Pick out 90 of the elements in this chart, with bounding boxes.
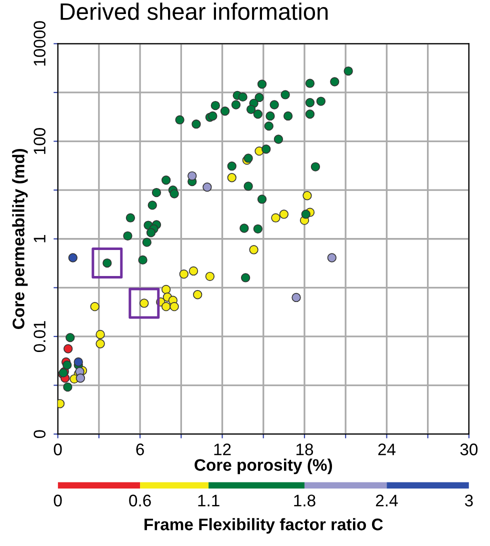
point <box>220 106 230 116</box>
x-tick-label: 24 <box>378 444 396 456</box>
point <box>262 144 271 154</box>
point <box>238 92 248 102</box>
point <box>257 194 267 204</box>
point <box>170 302 179 312</box>
point <box>227 162 236 171</box>
point <box>179 269 188 279</box>
point <box>266 111 275 121</box>
point <box>302 191 312 200</box>
point <box>138 255 148 265</box>
point <box>244 182 253 191</box>
y-tick-label: 0 <box>34 430 46 438</box>
point <box>283 111 293 121</box>
y-tick-label: 1 <box>34 235 46 242</box>
point <box>96 339 105 348</box>
x-tick-label: 6 <box>136 444 144 456</box>
point <box>227 173 236 182</box>
point <box>208 111 218 121</box>
point <box>274 134 284 144</box>
point <box>246 104 256 114</box>
point <box>344 66 353 76</box>
y-axis-title: Core permeability (md) <box>12 148 28 329</box>
point <box>280 90 290 100</box>
y-tick-label: 100 <box>34 128 46 154</box>
color-bar-label: 1.1 <box>198 494 220 506</box>
point <box>170 189 179 198</box>
point <box>146 228 156 238</box>
point <box>271 213 280 222</box>
point <box>270 100 279 110</box>
color-bar-label: 0.6 <box>129 494 151 506</box>
point <box>64 344 73 354</box>
point <box>188 266 198 276</box>
point <box>305 98 315 108</box>
point <box>62 360 72 370</box>
point <box>205 272 215 282</box>
point <box>330 77 340 86</box>
color-bar-label: 3 <box>464 494 473 506</box>
point <box>264 121 274 131</box>
point <box>253 110 262 119</box>
y-tick-label: 0.01 <box>34 321 46 352</box>
y-tick-label: 10000 <box>34 21 46 66</box>
point <box>193 290 202 300</box>
chart-title: Derived shear information <box>60 2 328 20</box>
color-bar-label: 2.4 <box>376 494 398 506</box>
point <box>161 302 171 312</box>
point <box>254 92 264 102</box>
point <box>316 96 326 106</box>
point <box>240 273 250 282</box>
point <box>257 80 267 89</box>
point <box>161 176 171 185</box>
point <box>231 100 241 110</box>
point <box>148 200 157 210</box>
x-axis-title: Core porosity (%) <box>194 458 332 474</box>
point <box>192 120 201 129</box>
point <box>123 231 132 240</box>
point <box>305 110 315 119</box>
point <box>96 330 105 340</box>
point <box>249 245 258 254</box>
point <box>92 248 123 279</box>
point <box>76 374 86 383</box>
point <box>66 332 75 342</box>
x-tick-label: 30 <box>460 444 478 456</box>
point <box>128 288 160 319</box>
point <box>74 357 83 367</box>
point <box>253 224 262 234</box>
point <box>152 188 162 198</box>
point <box>279 210 289 219</box>
x-tick-label: 12 <box>214 444 231 456</box>
point <box>90 302 100 312</box>
point <box>310 162 320 172</box>
point <box>126 213 136 222</box>
point <box>292 292 301 302</box>
point <box>175 115 184 124</box>
point <box>63 382 72 392</box>
color-bar-title: Frame Flexibility factor ratio C <box>144 518 383 534</box>
point <box>305 78 315 88</box>
point <box>142 238 152 247</box>
x-tick-label: 18 <box>296 444 314 456</box>
point <box>301 210 310 219</box>
point <box>202 182 212 192</box>
point <box>68 253 78 262</box>
point <box>240 224 249 233</box>
x-tick-label: 0 <box>54 444 62 456</box>
point <box>188 171 197 181</box>
color-bar-label: 0 <box>54 494 62 506</box>
point <box>210 100 220 110</box>
color-bar-label: 1.8 <box>294 494 316 506</box>
point <box>327 253 336 262</box>
point <box>161 284 171 294</box>
